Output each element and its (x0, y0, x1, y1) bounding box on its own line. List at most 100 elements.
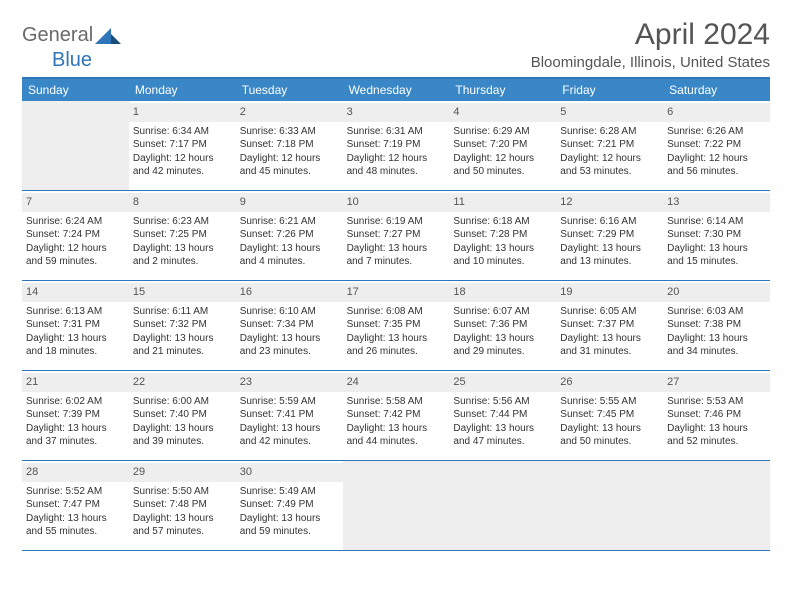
day-header-wed: Wednesday (343, 79, 450, 101)
daylight-line: Daylight: 12 hours and 56 minutes. (667, 152, 766, 179)
day-header-tue: Tuesday (236, 79, 343, 101)
daylight-line: Daylight: 12 hours and 45 minutes. (240, 152, 339, 179)
day-header-fri: Friday (556, 79, 663, 101)
logo-text-general: General (22, 24, 93, 47)
day-number: 21 (22, 373, 129, 392)
sunset-line: Sunset: 7:18 PM (240, 138, 339, 152)
daylight-line: Daylight: 13 hours and 23 minutes. (240, 332, 339, 359)
sunset-line: Sunset: 7:24 PM (26, 228, 125, 242)
calendar-cell: 6Sunrise: 6:26 AMSunset: 7:22 PMDaylight… (663, 101, 770, 191)
day-number: 19 (556, 283, 663, 302)
day-header-sun: Sunday (22, 79, 129, 101)
sunrise-line: Sunrise: 5:59 AM (240, 395, 339, 409)
sunrise-line: Sunrise: 6:07 AM (453, 305, 552, 319)
daylight-line: Daylight: 12 hours and 53 minutes. (560, 152, 659, 179)
daylight-line: Daylight: 13 hours and 10 minutes. (453, 242, 552, 269)
sunrise-line: Sunrise: 6:13 AM (26, 305, 125, 319)
daylight-line: Daylight: 13 hours and 13 minutes. (560, 242, 659, 269)
daylight-line: Daylight: 13 hours and 7 minutes. (347, 242, 446, 269)
sunrise-line: Sunrise: 6:23 AM (133, 215, 232, 229)
calendar-header-row: Sunday Monday Tuesday Wednesday Thursday… (22, 79, 770, 101)
sunset-line: Sunset: 7:41 PM (240, 408, 339, 422)
daylight-line: Daylight: 13 hours and 44 minutes. (347, 422, 446, 449)
sunset-line: Sunset: 7:21 PM (560, 138, 659, 152)
day-number: 18 (449, 283, 556, 302)
daylight-line: Daylight: 13 hours and 4 minutes. (240, 242, 339, 269)
day-number: 15 (129, 283, 236, 302)
sunset-line: Sunset: 7:32 PM (133, 318, 232, 332)
calendar-cell-blank (663, 461, 770, 551)
daylight-line: Daylight: 13 hours and 50 minutes. (560, 422, 659, 449)
daylight-line: Daylight: 13 hours and 18 minutes. (26, 332, 125, 359)
sunset-line: Sunset: 7:34 PM (240, 318, 339, 332)
day-number: 9 (236, 193, 343, 212)
daylight-line: Daylight: 12 hours and 59 minutes. (26, 242, 125, 269)
daylight-line: Daylight: 13 hours and 59 minutes. (240, 512, 339, 539)
sunrise-line: Sunrise: 6:16 AM (560, 215, 659, 229)
day-number: 20 (663, 283, 770, 302)
sunset-line: Sunset: 7:20 PM (453, 138, 552, 152)
calendar-cell: 30Sunrise: 5:49 AMSunset: 7:49 PMDayligh… (236, 461, 343, 551)
day-number: 5 (556, 103, 663, 122)
sunrise-line: Sunrise: 6:29 AM (453, 125, 552, 139)
sunset-line: Sunset: 7:30 PM (667, 228, 766, 242)
header: General April 2024 Bloomingdale, Illinoi… (22, 18, 770, 71)
sunrise-line: Sunrise: 5:50 AM (133, 485, 232, 499)
sunset-line: Sunset: 7:31 PM (26, 318, 125, 332)
daylight-line: Daylight: 13 hours and 2 minutes. (133, 242, 232, 269)
sunset-line: Sunset: 7:42 PM (347, 408, 446, 422)
calendar-cell: 23 Sunrise: 5:59 AMSunset: 7:41 PMDayligh… (236, 371, 343, 461)
sunrise-line: Sunrise: 5:49 AM (240, 485, 339, 499)
sunset-line: Sunset: 7:19 PM (347, 138, 446, 152)
calendar-cell-blank (343, 461, 450, 551)
calendar-cell: 29Sunrise: 5:50 AMSunset: 7:48 PMDayligh… (129, 461, 236, 551)
day-number: 17 (343, 283, 450, 302)
location-text: Bloomingdale, Illinois, United States (531, 54, 770, 71)
calendar-cell: 25Sunrise: 5:56 AMSunset: 7:44 PMDayligh… (449, 371, 556, 461)
sunrise-line: Sunrise: 5:58 AM (347, 395, 446, 409)
calendar-cell: 10Sunrise: 6:19 AMSunset: 7:27 PMDayligh… (343, 191, 450, 281)
calendar-cell: 18Sunrise: 6:07 AMSunset: 7:36 PMDayligh… (449, 281, 556, 371)
daylight-line: Daylight: 12 hours and 50 minutes. (453, 152, 552, 179)
sunset-line: Sunset: 7:28 PM (453, 228, 552, 242)
daylight-line: Daylight: 13 hours and 29 minutes. (453, 332, 552, 359)
sunrise-line: Sunrise: 6:33 AM (240, 125, 339, 139)
sunrise-line: Sunrise: 6:08 AM (347, 305, 446, 319)
sunrise-line: Sunrise: 6:31 AM (347, 125, 446, 139)
sunrise-line: Sunrise: 6:19 AM (347, 215, 446, 229)
day-number: 22 (129, 373, 236, 392)
calendar-cell: 15 Sunrise: 6:11 AMSunset: 7:32 PMDayligh… (129, 281, 236, 371)
calendar-cell-blank (449, 461, 556, 551)
sunrise-line: Sunrise: 6:11 AM (133, 305, 232, 319)
calendar-cell-blank (22, 101, 129, 191)
daylight-line: Daylight: 13 hours and 42 minutes. (240, 422, 339, 449)
calendar-body: 1Sunrise: 6:34 AMSunset: 7:17 PMDaylight… (22, 101, 770, 551)
day-number: 12 (556, 193, 663, 212)
logo-text-blue: Blue (52, 49, 92, 72)
sunrise-line: Sunrise: 5:53 AM (667, 395, 766, 409)
sunrise-line: Sunrise: 6:26 AM (667, 125, 766, 139)
day-header-mon: Monday (129, 79, 236, 101)
daylight-line: Daylight: 13 hours and 34 minutes. (667, 332, 766, 359)
sunrise-line: Sunrise: 5:52 AM (26, 485, 125, 499)
daylight-line: Daylight: 12 hours and 48 minutes. (347, 152, 446, 179)
calendar-cell: 4Sunrise: 6:29 AMSunset: 7:20 PMDaylight… (449, 101, 556, 191)
day-number: 2 (236, 103, 343, 122)
sunrise-line: Sunrise: 6:05 AM (560, 305, 659, 319)
calendar-cell: 5Sunrise: 6:28 AMSunset: 7:21 PMDaylight… (556, 101, 663, 191)
daylight-line: Daylight: 13 hours and 26 minutes. (347, 332, 446, 359)
day-number: 23 (236, 373, 343, 392)
calendar-cell: 3 Sunrise: 6:31 AMSunset: 7:19 PMDaylight… (343, 101, 450, 191)
daylight-line: Daylight: 13 hours and 21 minutes. (133, 332, 232, 359)
calendar-cell: 14Sunrise: 6:13 AMSunset: 7:31 PMDayligh… (22, 281, 129, 371)
day-number: 7 (22, 193, 129, 212)
day-number: 27 (663, 373, 770, 392)
sunrise-line: Sunrise: 6:03 AM (667, 305, 766, 319)
day-number: 3 (343, 103, 450, 122)
daylight-line: Daylight: 12 hours and 42 minutes. (133, 152, 232, 179)
daylight-line: Daylight: 13 hours and 15 minutes. (667, 242, 766, 269)
sunset-line: Sunset: 7:35 PM (347, 318, 446, 332)
sunset-line: Sunset: 7:22 PM (667, 138, 766, 152)
day-header-thu: Thursday (449, 79, 556, 101)
day-number: 30 (236, 463, 343, 482)
